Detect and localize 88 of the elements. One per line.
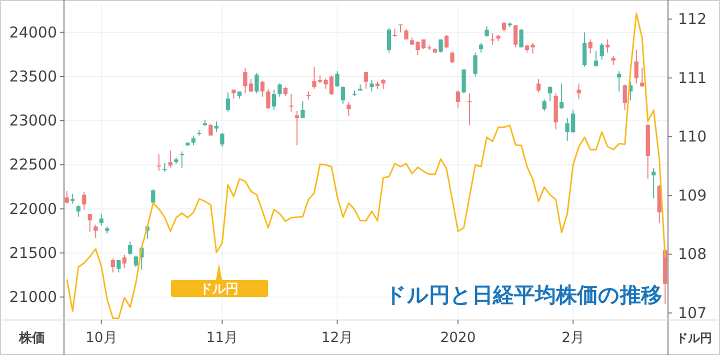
candlestick: [294, 110, 300, 146]
y2-tick-label: 107: [678, 304, 707, 322]
candlestick: [652, 168, 656, 199]
x-tick-label: 11月: [206, 330, 238, 346]
candlestick: [560, 83, 564, 110]
x-tick-label: 12月: [321, 330, 354, 346]
y-tick-label: 23500: [9, 67, 57, 86]
candlestick: [76, 204, 80, 218]
candlestick: [151, 188, 156, 204]
y-axis-title: 株価: [18, 331, 45, 346]
candlestick: [64, 190, 69, 204]
y2-tick-label: 108: [678, 245, 707, 264]
candlestick: [582, 32, 587, 68]
candlestick: [220, 132, 224, 148]
candlestick: [513, 24, 518, 48]
text: ドル円と日経平均株価の推移: [385, 283, 662, 307]
candlestick: [162, 162, 167, 172]
candlestick: [70, 193, 75, 204]
candlestick: [128, 240, 132, 256]
candlestick: [484, 26, 489, 38]
x-tick-label: 2020: [440, 330, 476, 346]
candlestick: [444, 34, 449, 49]
candlestick: [386, 27, 392, 54]
candlestick: [300, 100, 305, 118]
candlestick: [272, 89, 276, 110]
candlestick: [266, 88, 270, 110]
legend-label: ドル円: [200, 282, 238, 297]
candlestick: [214, 120, 219, 133]
callout: ドル円: [171, 263, 268, 297]
candlestick: [640, 67, 644, 88]
x-tick-label: 10月: [85, 330, 118, 346]
y2-axis-title: ドル円: [676, 331, 712, 345]
y2-tick-label: 112: [678, 10, 707, 28]
candlestick: [364, 72, 368, 90]
y-tick-label: 23000: [9, 112, 57, 130]
candlestick: [588, 38, 592, 54]
candlestick: [94, 224, 98, 238]
candlestick: [254, 72, 259, 94]
candlestick: [346, 102, 351, 117]
candlestick: [634, 50, 638, 84]
y-tick-label: 22500: [9, 156, 57, 174]
candlestick: [473, 52, 478, 77]
y-tick-label: 22000: [9, 200, 57, 218]
candlestick: [156, 154, 161, 172]
candlestick: [404, 28, 408, 40]
candlestick: [88, 214, 92, 232]
candlestick: [576, 83, 581, 100]
candlestick: [191, 135, 196, 146]
candlestick: [462, 68, 466, 94]
candlestick: [478, 42, 484, 54]
candlestick: [467, 92, 472, 126]
y-tick-label: 24000: [9, 23, 57, 42]
candlestick: [456, 90, 460, 109]
y2-tick-label: 110: [678, 128, 707, 146]
candlestick: [180, 150, 184, 169]
candlestick: [82, 192, 86, 210]
candlestick: [168, 150, 172, 168]
candlestick: [490, 32, 495, 46]
candlestick: [450, 51, 454, 64]
candlestick: [617, 70, 622, 92]
candlestick: [122, 254, 126, 268]
x-tick-label: 2月: [562, 330, 585, 346]
candlestick: [519, 28, 524, 48]
candlestick: [438, 38, 443, 54]
candlestick: [226, 92, 230, 112]
candlestick: [548, 86, 552, 102]
y2-tick-label: 109: [678, 186, 707, 204]
y-tick-label: 21000: [9, 288, 57, 306]
candlestick: [340, 86, 346, 104]
candlestick: [606, 38, 610, 54]
y2-tick-label: 111: [678, 68, 707, 87]
line-series: [66, 12, 666, 319]
y-tick-label: 21500: [9, 244, 57, 262]
candlestick: [278, 83, 282, 98]
candlestick: [622, 84, 627, 110]
candlestick: [335, 70, 340, 88]
candlestick: [542, 98, 546, 112]
candlestick: [289, 94, 294, 112]
candlestick: [99, 214, 104, 226]
candlestick: [381, 78, 386, 90]
candlestick: [260, 80, 265, 98]
candlestick: [370, 80, 374, 92]
candlestick: [134, 255, 138, 268]
candlestick: [594, 50, 598, 68]
candlestick: [116, 260, 121, 273]
candlestick: [536, 78, 541, 93]
candlestick: [110, 258, 115, 273]
candlestick: [600, 42, 604, 60]
